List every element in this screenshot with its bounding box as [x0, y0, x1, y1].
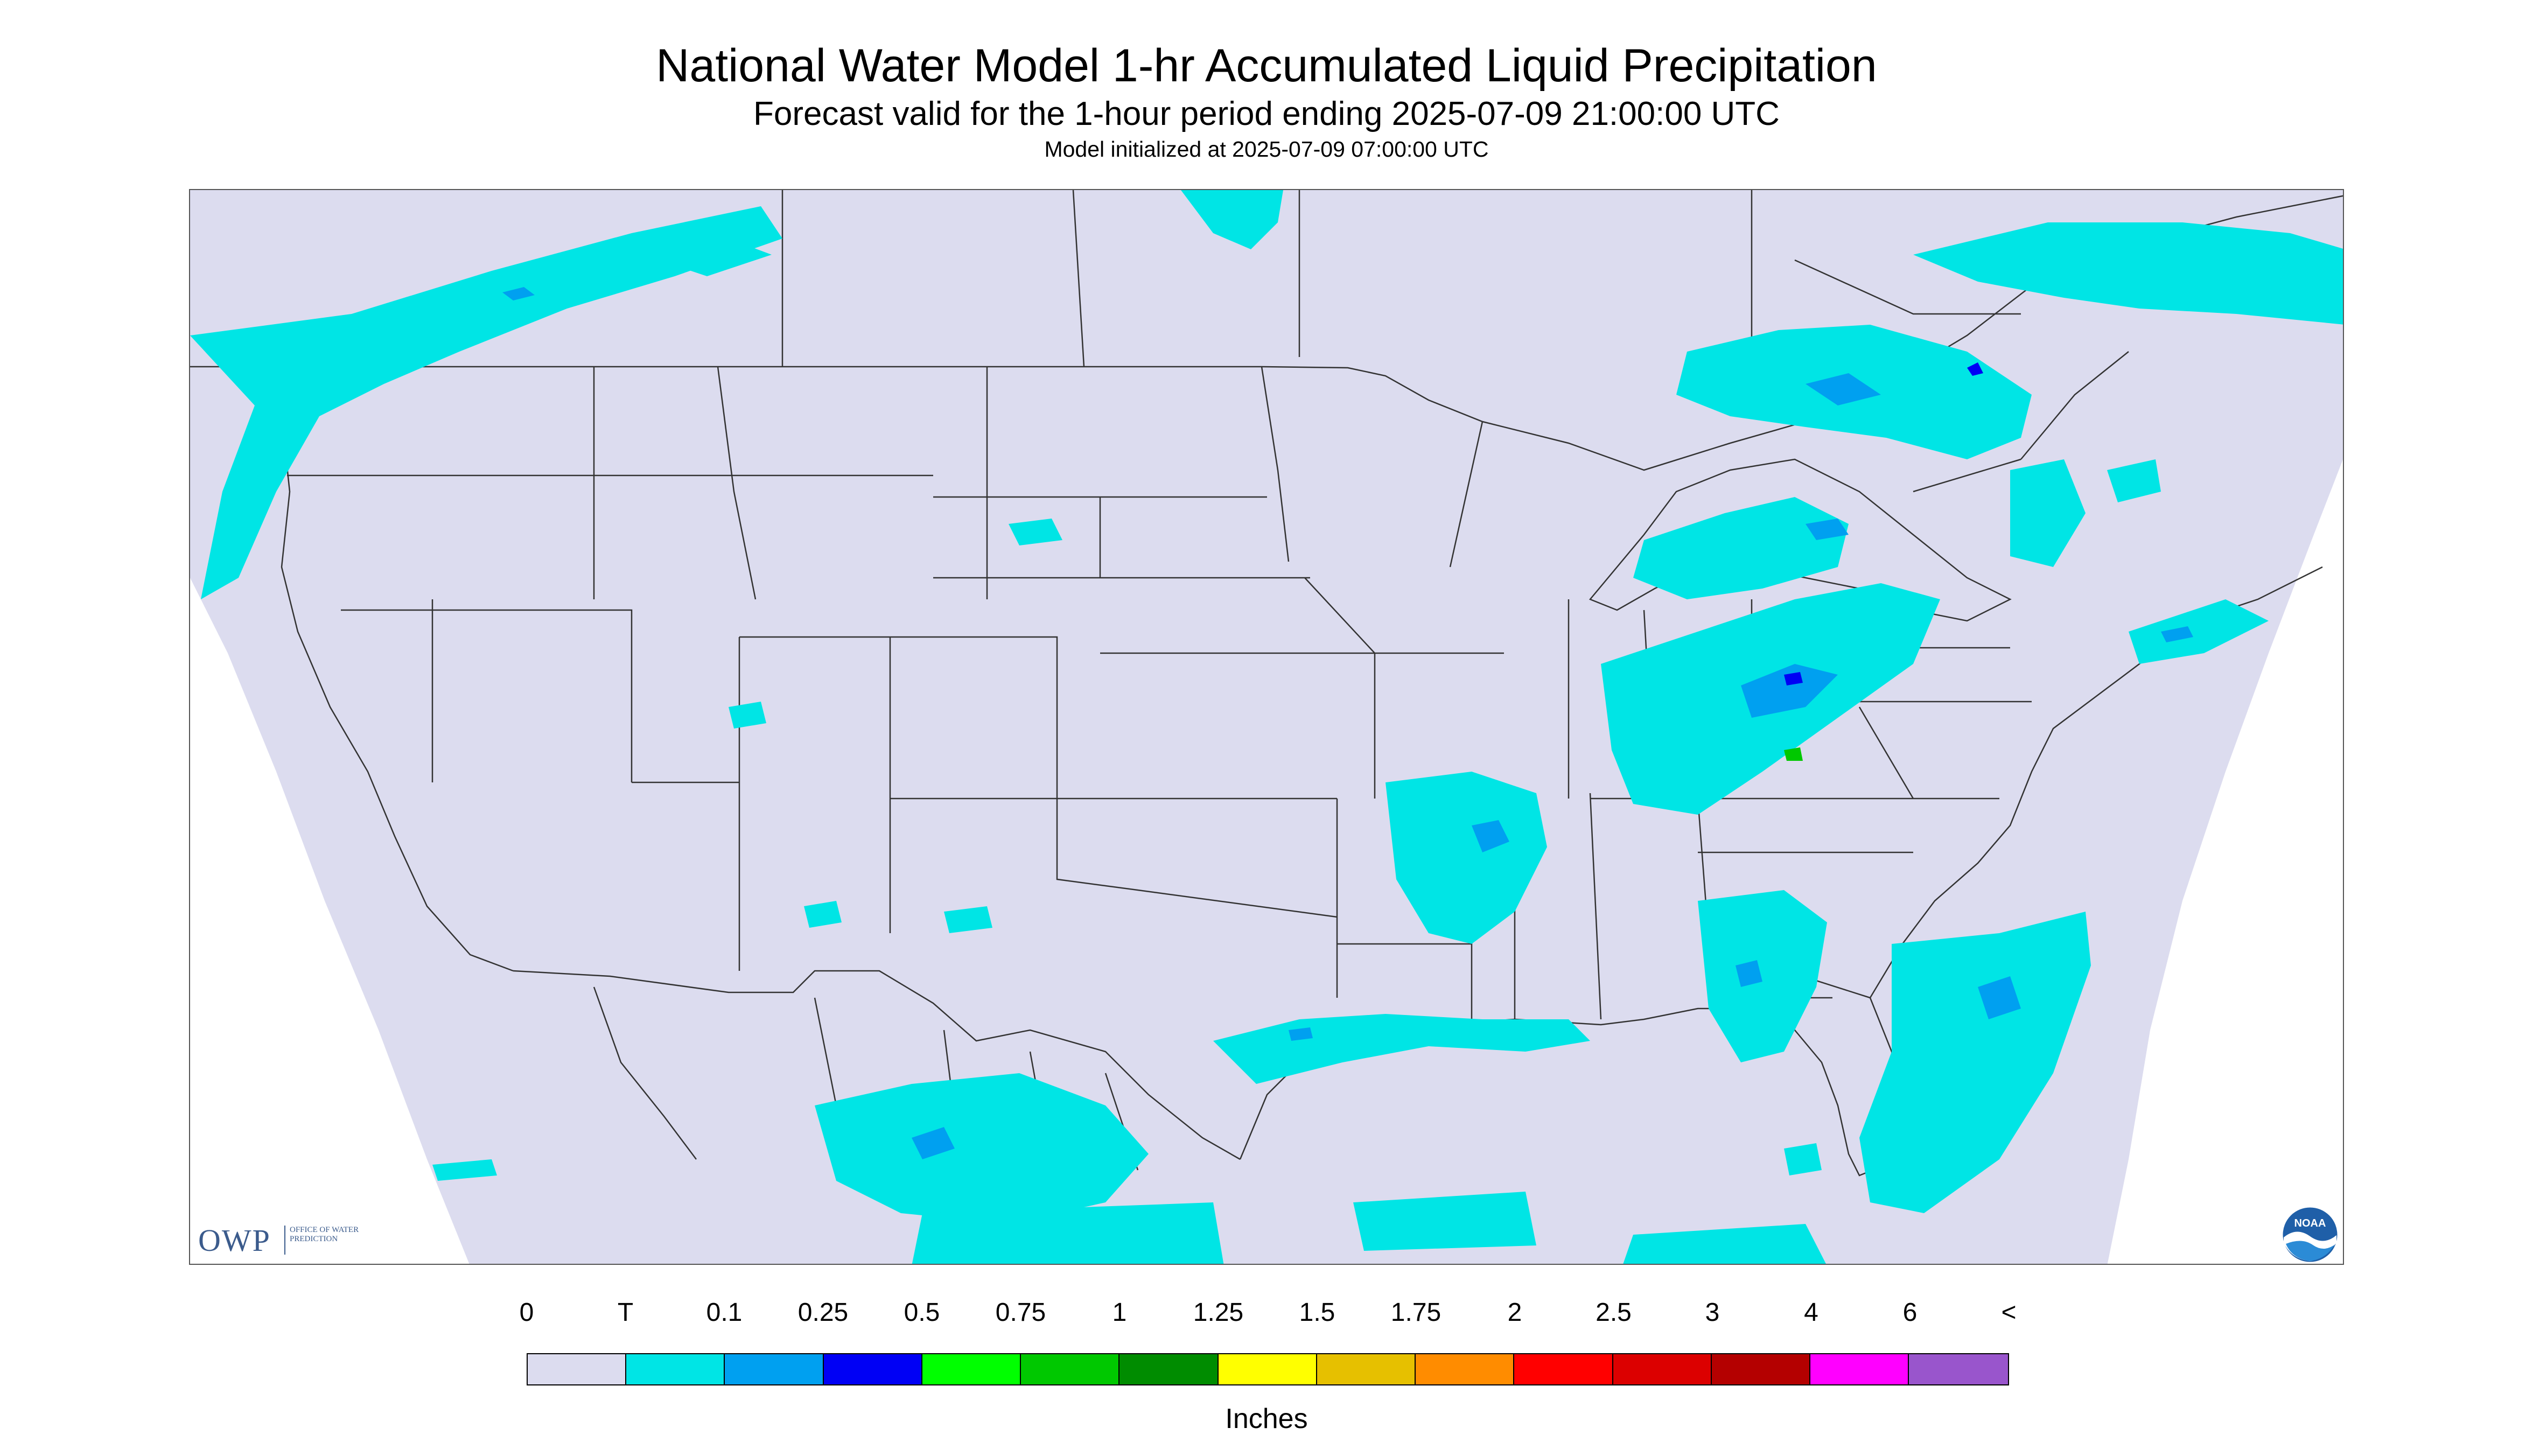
precip-region [1806, 519, 1849, 540]
forecast-valid-subtitle: Forecast valid for the 1-hour period end… [753, 95, 1780, 132]
owp-logo-divider [284, 1226, 285, 1255]
legend-swatch [1711, 1354, 1811, 1384]
canada-provinces [781, 190, 2021, 368]
precip-region [1736, 960, 1762, 987]
owp-logo-subtitle: OFFICE OF WATER PREDICTION [290, 1226, 359, 1243]
precip-region [815, 1073, 1149, 1224]
legend-tick-label: 1.75 [1390, 1298, 1442, 1327]
precip-region [1181, 190, 1283, 249]
legend-swatch [1119, 1354, 1219, 1384]
precipitation-map [189, 189, 2344, 1265]
precip-region [642, 239, 772, 276]
legend-swatch [1613, 1354, 1712, 1384]
legend-tick-label: 0.75 [995, 1298, 1046, 1327]
precip-region [1353, 1192, 1536, 1251]
precip-region [729, 702, 766, 729]
precip-region [1741, 664, 1838, 718]
model-init-text: Model initialized at 2025-07-09 07:00:00… [1044, 137, 1489, 162]
precip-region [1623, 1224, 1826, 1264]
precip-region [1009, 519, 1062, 545]
state-lines-north [593, 366, 1504, 799]
precip-region [1913, 222, 2343, 325]
legend-tick-label: 1.5 [1299, 1298, 1335, 1327]
legend-tick-label: 0 [519, 1298, 534, 1327]
legend-swatch [1514, 1354, 1613, 1384]
legend-tick-label: 3 [1705, 1298, 1720, 1327]
legend-unit-label: Inches [1225, 1403, 1308, 1434]
legend-tick-label: 1 [1112, 1298, 1127, 1327]
legend-swatch [1909, 1354, 2008, 1384]
precip-region [1386, 772, 1547, 944]
noaa-logo-text: NOAA [2294, 1217, 2326, 1229]
precip-region [944, 906, 992, 933]
legend-tick-label: 2.5 [1596, 1298, 1632, 1327]
precip-region [1784, 672, 1803, 685]
precip-region [1698, 890, 1827, 1062]
precip-region [1289, 1027, 1313, 1041]
color-legend: 0 T 0.1 0.25 0.5 0.75 1 1.25 1.5 1.75 2 2.5 3 4 6 < Inc… [0, 1298, 2533, 1438]
map-canvas [190, 190, 2343, 1264]
precip-region [1978, 976, 2021, 1019]
precip-region [804, 901, 842, 928]
precip-region [2129, 599, 2269, 664]
legend-swatch [1218, 1354, 1317, 1384]
legend-swatch [922, 1354, 1021, 1384]
precip-region [912, 1202, 1224, 1264]
legend-tick-label: T [617, 1298, 634, 1327]
precip-region [1472, 820, 1509, 852]
legend-tick-label: 1.25 [1193, 1298, 1244, 1327]
precip-region [2161, 626, 2193, 642]
legend-swatch [1021, 1354, 1120, 1384]
precip-region [432, 1159, 497, 1181]
precip-region [1859, 912, 2091, 1213]
legend-swatch [725, 1354, 824, 1384]
precip-region [502, 287, 535, 300]
precip-region [1967, 362, 1983, 376]
legend-tick-label: 2 [1507, 1298, 1522, 1327]
precip-region [1784, 1143, 1822, 1175]
state-lines-west [287, 474, 1337, 971]
legend-swatch [823, 1354, 922, 1384]
legend-tick-label: 4 [1804, 1298, 1818, 1327]
precip-region [2107, 459, 2161, 502]
legend-swatch [1416, 1354, 1515, 1384]
precip-layer [190, 190, 2343, 1264]
legend-swatch [528, 1354, 627, 1384]
precip-region [2010, 459, 2086, 567]
legend-tick-label: 6 [1902, 1298, 1918, 1327]
map-title: National Water Model 1-hr Accumulated Li… [656, 40, 1877, 92]
legend-swatch [1317, 1354, 1416, 1384]
precip-region [1806, 373, 1881, 405]
header: National Water Model 1-hr Accumulated Li… [0, 38, 2533, 164]
legend-swatch [1810, 1354, 1909, 1384]
owp-logo-text: OWP [198, 1223, 271, 1258]
legend-tick-label: 0.1 [706, 1298, 743, 1327]
noaa-logo: NOAA [2281, 1206, 2339, 1264]
legend-tick-label: 0.5 [904, 1298, 940, 1327]
precip-region [1633, 497, 1849, 599]
legend-tick-label: 0.25 [797, 1298, 849, 1327]
legend-swatch [626, 1354, 725, 1384]
legend-color-bar [527, 1353, 2009, 1385]
owp-logo: OWP OFFICE OF WATER PREDICTION [198, 1222, 376, 1258]
precip-region [912, 1127, 955, 1159]
mexico-border [513, 970, 1241, 1160]
legend-tick-label: < [2001, 1298, 2017, 1327]
precip-region [1784, 747, 1803, 761]
